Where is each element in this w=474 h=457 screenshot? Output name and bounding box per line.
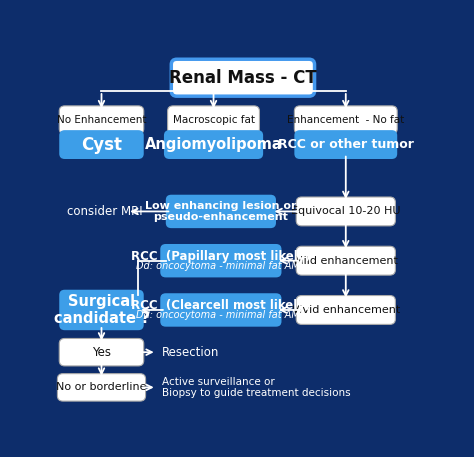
Text: RCC or other tumor: RCC or other tumor <box>278 138 414 151</box>
Text: Enhancement  - No fat: Enhancement - No fat <box>287 115 404 125</box>
Text: Surgical
candidate ?: Surgical candidate ? <box>54 294 149 326</box>
FancyBboxPatch shape <box>59 106 144 134</box>
FancyBboxPatch shape <box>171 59 315 96</box>
Text: Low enhancing lesion or
pseudo-enhancement: Low enhancing lesion or pseudo-enhanceme… <box>145 201 297 222</box>
FancyBboxPatch shape <box>294 130 397 159</box>
FancyBboxPatch shape <box>294 106 397 134</box>
Text: Equivocal 10-20 HU: Equivocal 10-20 HU <box>291 207 401 217</box>
FancyBboxPatch shape <box>59 290 144 330</box>
Text: Angiomyolipoma: Angiomyolipoma <box>145 137 283 152</box>
Text: Yes: Yes <box>92 345 111 359</box>
Text: Dd: oncocytoma - minimal fat AML: Dd: oncocytoma - minimal fat AML <box>137 261 305 271</box>
Text: No Enhancement: No Enhancement <box>57 115 146 125</box>
Text: Resection: Resection <box>162 345 219 359</box>
FancyBboxPatch shape <box>296 296 395 324</box>
FancyBboxPatch shape <box>166 195 276 228</box>
FancyBboxPatch shape <box>160 293 282 327</box>
Text: Active surveillance or
Biopsy to guide treatment decisions: Active surveillance or Biopsy to guide t… <box>162 377 351 398</box>
Text: consider MRI: consider MRI <box>66 205 142 218</box>
Text: Cyst: Cyst <box>81 136 122 154</box>
Text: Mild enhancement: Mild enhancement <box>294 256 398 266</box>
Text: Dd: oncocytoma - minimal fat AML: Dd: oncocytoma - minimal fat AML <box>137 310 305 320</box>
FancyBboxPatch shape <box>296 197 395 226</box>
FancyBboxPatch shape <box>296 246 395 275</box>
Text: Renal Mass - CT: Renal Mass - CT <box>169 69 317 87</box>
FancyBboxPatch shape <box>59 130 144 159</box>
FancyBboxPatch shape <box>164 130 263 159</box>
FancyBboxPatch shape <box>168 106 259 134</box>
FancyBboxPatch shape <box>59 339 144 366</box>
Text: RCC  (Papillary most likely): RCC (Papillary most likely) <box>131 250 311 263</box>
FancyBboxPatch shape <box>57 374 146 401</box>
FancyBboxPatch shape <box>160 244 282 277</box>
Text: No or borderline: No or borderline <box>56 383 147 393</box>
Text: RCC  (Clearcell most likely): RCC (Clearcell most likely) <box>131 299 310 312</box>
Text: Macroscopic fat: Macroscopic fat <box>173 115 255 125</box>
Text: Vivid enhancement: Vivid enhancement <box>292 305 400 315</box>
